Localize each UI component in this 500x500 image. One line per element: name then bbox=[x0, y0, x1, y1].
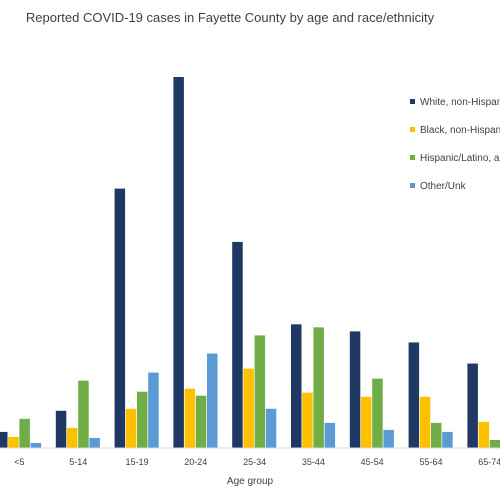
bar-25-34-hispanic-latino-any-race bbox=[254, 335, 266, 448]
bar-15-19-hispanic-latino-any-race bbox=[137, 391, 148, 448]
legend-swatch bbox=[410, 127, 415, 132]
bar-65-74-white-non-hispanic bbox=[467, 363, 478, 448]
bar-20-24-other-unk bbox=[207, 353, 218, 448]
legend-label: White, non-Hispanic bbox=[420, 97, 500, 108]
x-tick-labels: <5 5-14 15-19 20-24 25-34 35-44 45-54 55-64 65-7… bbox=[14, 457, 500, 467]
bar-45-54-other-unk bbox=[383, 429, 394, 448]
bar-65-74-black-non-hispanic bbox=[478, 421, 490, 448]
bar-65-74-hispanic-latino-any-race bbox=[489, 439, 500, 448]
bar-<5-black-non-hispanic bbox=[8, 436, 19, 448]
x-tick-label: 15-19 bbox=[125, 457, 148, 467]
bar-20-24-white-non-hispanic bbox=[173, 77, 184, 448]
x-tick-label: 45-54 bbox=[361, 457, 384, 467]
bar-<5-hispanic-latino-any-race bbox=[19, 418, 30, 448]
bar-15-19-other-unk bbox=[148, 372, 159, 448]
bars-group bbox=[0, 77, 500, 448]
bar-5-14-white-non-hispanic bbox=[55, 410, 67, 448]
x-tick-label: 35-44 bbox=[302, 457, 325, 467]
bar-25-34-black-non-hispanic bbox=[243, 368, 254, 448]
bar-20-24-black-non-hispanic bbox=[184, 388, 196, 448]
bar-5-14-hispanic-latino-any-race bbox=[78, 380, 89, 448]
x-tick-label: 20-24 bbox=[184, 457, 207, 467]
legend-label: Hispanic/Latino, any race bbox=[420, 153, 500, 164]
x-axis-label: Age group bbox=[227, 476, 274, 487]
x-tick-label: 5-14 bbox=[69, 457, 87, 467]
legend-label: Other/Unk bbox=[420, 181, 467, 192]
bar-<5-white-non-hispanic bbox=[0, 431, 8, 448]
bar-45-54-black-non-hispanic bbox=[361, 396, 372, 448]
legend: White, non-Hispanic Black, non-Hispanic Hi… bbox=[410, 97, 500, 192]
legend-swatch bbox=[410, 99, 415, 104]
legend-swatch bbox=[410, 155, 415, 160]
x-tick-label: 65-74 bbox=[478, 457, 500, 467]
bar-35-44-other-unk bbox=[324, 422, 336, 448]
bar-<5-other-unk bbox=[30, 442, 42, 448]
bar-55-64-hispanic-latino-any-race bbox=[431, 422, 442, 448]
bar-35-44-white-non-hispanic bbox=[291, 324, 302, 448]
bar-55-64-white-non-hispanic bbox=[408, 342, 420, 448]
legend-label: Black, non-Hispanic bbox=[420, 125, 500, 136]
bar-5-14-other-unk bbox=[89, 437, 100, 448]
bar-20-24-hispanic-latino-any-race bbox=[195, 395, 207, 448]
bar-55-64-other-unk bbox=[442, 431, 453, 448]
chart-title: Reported COVID-19 cases in Fayette Count… bbox=[26, 10, 435, 25]
x-tick-label: 25-34 bbox=[243, 457, 266, 467]
bar-15-19-black-non-hispanic bbox=[125, 408, 137, 448]
bar-25-34-white-non-hispanic bbox=[232, 241, 243, 448]
x-tick-label: <5 bbox=[14, 457, 24, 467]
bar-25-34-other-unk bbox=[265, 408, 277, 448]
bar-35-44-hispanic-latino-any-race bbox=[313, 327, 324, 448]
bar-45-54-white-non-hispanic bbox=[349, 331, 361, 448]
bar-55-64-black-non-hispanic bbox=[419, 396, 431, 448]
bar-15-19-white-non-hispanic bbox=[114, 188, 126, 448]
x-tick-label: 55-64 bbox=[419, 457, 442, 467]
bar-5-14-black-non-hispanic bbox=[67, 427, 78, 448]
legend-swatch bbox=[410, 183, 415, 188]
bar-45-54-hispanic-latino-any-race bbox=[372, 378, 383, 448]
bar-35-44-black-non-hispanic bbox=[302, 392, 313, 448]
